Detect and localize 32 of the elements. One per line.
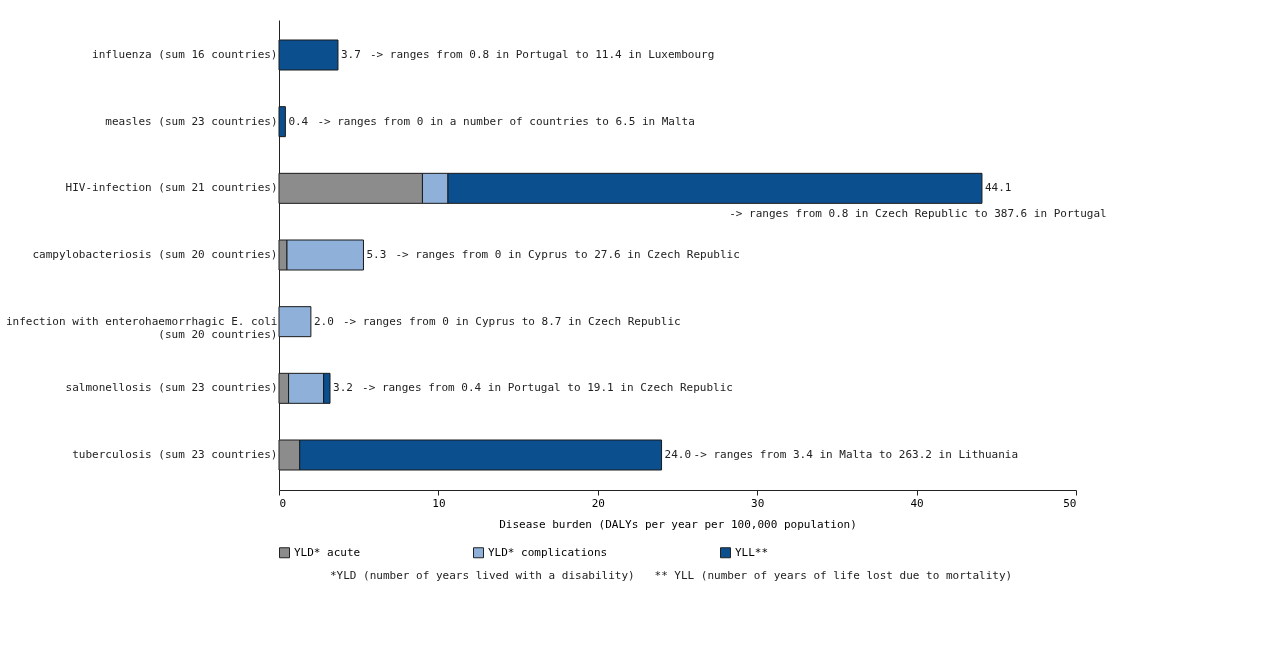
- y-tick-label: measles (sum 23 countries): [105, 114, 278, 128]
- annotation: -> ranges from 0.8 in Portugal to 11.4 in Luxembourg: [369, 48, 715, 61]
- annotation: -> ranges from 0.8 in Czech Republic to 387.6 in Portugal: [729, 207, 1107, 221]
- x-tick-label: 40: [910, 496, 924, 510]
- legend-label: YLD* complications: [488, 545, 608, 559]
- y-tick-label: influenza (sum 16 countries): [92, 48, 278, 61]
- total-label: 24.0: [664, 448, 692, 461]
- total-label: 44.1: [984, 181, 1012, 195]
- x-tick-label: 30: [751, 496, 765, 510]
- x-tick-label: 50: [1063, 496, 1077, 510]
- total-label: 5.3: [366, 248, 387, 261]
- x-tick-label: 20: [591, 496, 605, 510]
- x-tick-label: 10: [432, 496, 446, 510]
- x-axis-title: Disease burden (DALYs per year per 100,000 population): [499, 517, 857, 531]
- annotation: -> ranges from 0 in Cyprus to 8.7 in Czech Republic: [342, 314, 681, 328]
- total-label: 3.2: [333, 381, 353, 395]
- legend-label: YLD* acute: [294, 545, 361, 559]
- annotation: -> ranges from 0 in Cyprus to 27.6 in Czech Republic: [395, 248, 740, 261]
- annotation: -> ranges from 3.4 in Malta to 263.2 in Lithuania: [693, 448, 1019, 461]
- total-label: 3.7: [340, 48, 361, 61]
- total-label: 2.0: [313, 314, 334, 328]
- text: *YLD (number of years lived with a disability) ** YLL (number of years of life lost due to mortality): [330, 569, 1014, 582]
- y-tick-label: HIV-infection (sum 21 countries): [65, 181, 278, 195]
- y-tick-label: infection with enterohaemorrhagic E. coli (sum 20 countries): [5, 314, 278, 341]
- x-tick-label: 0: [279, 496, 287, 510]
- legend-label: YLL**: [735, 545, 769, 559]
- y-tick-label: tuberculosis (sum 23 countries): [72, 448, 278, 461]
- annotation: -> ranges from 0.4 in Portugal to 19.1 in Czech Republic: [362, 381, 733, 395]
- y-tick-label: salmonellosis (sum 23 countries): [65, 381, 278, 395]
- y-tick-label: campylobacteriosis (sum 20 countries): [32, 248, 278, 261]
- total-label: 0.4: [288, 114, 309, 128]
- annotation: -> ranges from 0 in a number of countries to 6.5 in Malta: [317, 114, 695, 128]
